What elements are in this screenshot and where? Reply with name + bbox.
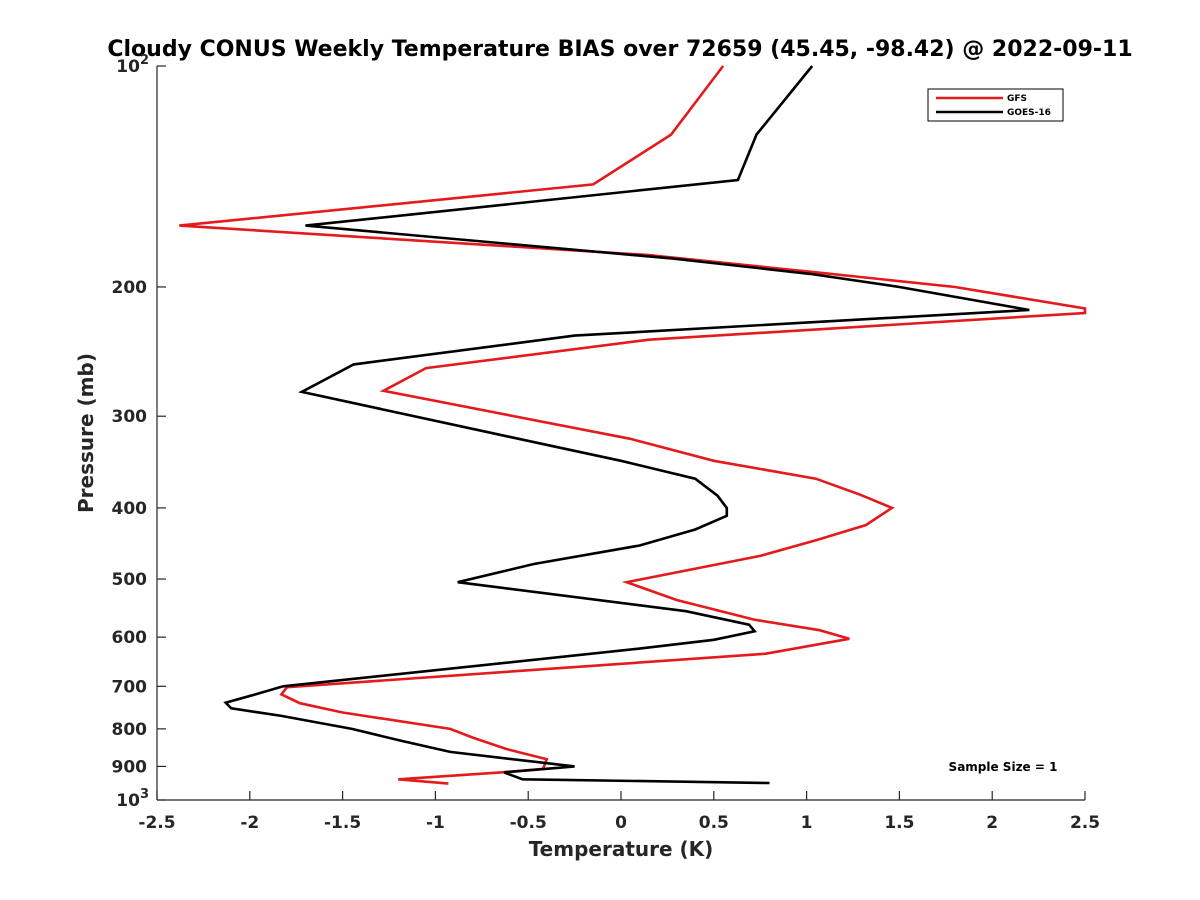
y-tick-label: 800 bbox=[112, 720, 148, 740]
x-tick-label: 2.5 bbox=[1070, 813, 1100, 833]
y-tick-label: 400 bbox=[112, 499, 148, 519]
x-tick-label: 1 bbox=[801, 813, 813, 833]
y-axis-ticks: 102 200 300 400 500 600 700 800 900 103 bbox=[112, 53, 166, 811]
legend-label: GOES-16 bbox=[1007, 108, 1051, 118]
x-axis-ticks: -2.5 -2 -1.5 -1 -0.5 0 0.5 1 1.5 2 2.5 bbox=[138, 791, 1100, 833]
x-tick-label: 0 bbox=[615, 813, 627, 833]
x-tick-label: -1.5 bbox=[324, 813, 361, 833]
y-tick-label: 600 bbox=[112, 628, 148, 648]
sample-size-annotation: Sample Size = 1 bbox=[949, 760, 1058, 774]
x-axis-label: Temperature (K) bbox=[529, 837, 714, 861]
x-tick-label: -2 bbox=[240, 813, 259, 833]
x-tick-label: 2 bbox=[986, 813, 998, 833]
y-tick-label: 300 bbox=[112, 407, 148, 427]
x-tick-label: 0.5 bbox=[699, 813, 729, 833]
y-tick-label: 102 bbox=[116, 53, 149, 77]
y-tick-label: 500 bbox=[112, 570, 148, 590]
legend-label: GFS bbox=[1007, 94, 1027, 104]
y-tick-label: 900 bbox=[112, 757, 148, 777]
series-line-goes-16 bbox=[223, 65, 1030, 785]
annotations: Sample Size = 1 bbox=[949, 760, 1058, 774]
x-tick-label: -0.5 bbox=[510, 813, 547, 833]
x-tick-label: -1 bbox=[426, 813, 445, 833]
y-axis-label: Pressure (mb) bbox=[74, 353, 98, 513]
series-line-gfs bbox=[179, 65, 1087, 785]
series-layer bbox=[179, 65, 1087, 785]
plot-area bbox=[156, 66, 1085, 801]
chart-title: Cloudy CONUS Weekly Temperature BIAS ove… bbox=[107, 37, 1132, 62]
x-tick-label: 1.5 bbox=[884, 813, 914, 833]
x-tick-label: -2.5 bbox=[138, 813, 175, 833]
y-tick-label: 103 bbox=[116, 787, 149, 811]
legend: GFS GOES-16 bbox=[927, 88, 1064, 122]
legend-box bbox=[927, 88, 1064, 122]
y-tick-label: 200 bbox=[112, 278, 148, 298]
y-tick-label: 700 bbox=[112, 677, 148, 697]
